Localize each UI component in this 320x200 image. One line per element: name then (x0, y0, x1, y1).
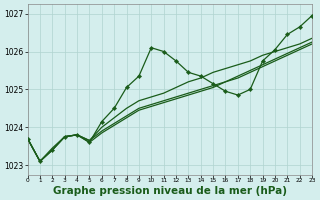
X-axis label: Graphe pression niveau de la mer (hPa): Graphe pression niveau de la mer (hPa) (53, 186, 287, 196)
